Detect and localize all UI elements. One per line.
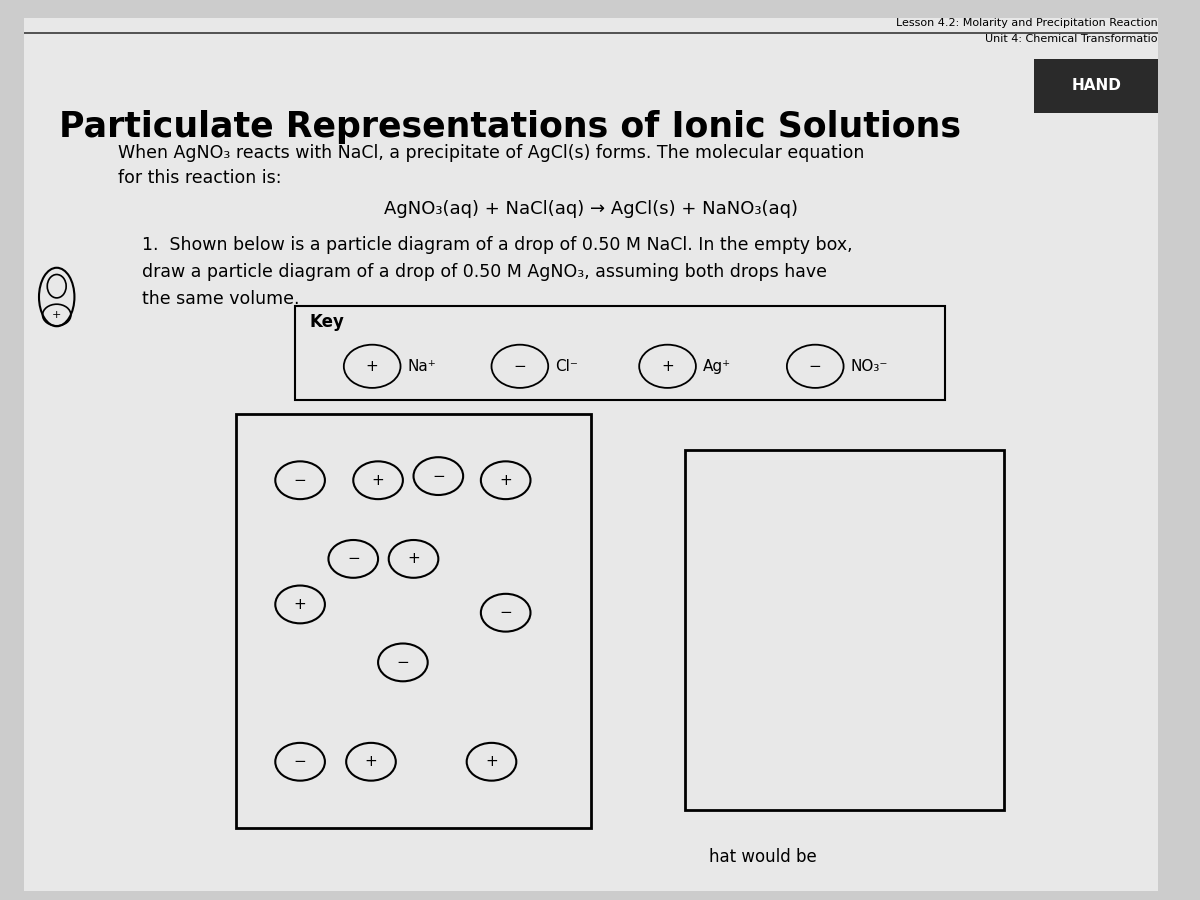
FancyBboxPatch shape [1034,58,1158,112]
Text: +: + [499,472,512,488]
Text: +: + [372,472,384,488]
Text: +: + [366,359,378,374]
Text: NO₃⁻: NO₃⁻ [851,359,888,374]
Text: Key: Key [310,313,344,331]
FancyBboxPatch shape [685,450,1004,810]
FancyBboxPatch shape [24,32,1158,34]
FancyBboxPatch shape [24,18,1158,891]
Text: When AgNO₃ reacts with NaCl, a precipitate of AgCl(s) forms. The molecular equat: When AgNO₃ reacts with NaCl, a precipita… [118,144,864,162]
Text: −: − [514,359,527,374]
Text: +: + [485,754,498,770]
Text: +: + [661,359,674,374]
Text: HAND: HAND [1072,78,1121,93]
Text: Cl⁻: Cl⁻ [556,359,578,374]
Text: −: − [294,472,306,488]
Text: +: + [52,310,61,320]
Text: hat would be: hat would be [709,848,817,866]
Text: 1.  Shown below is a particle diagram of a drop of 0.50 M NaCl. In the empty box: 1. Shown below is a particle diagram of … [142,236,852,254]
Text: Ag⁺: Ag⁺ [703,359,731,374]
Text: +: + [365,754,377,770]
Text: −: − [499,605,512,620]
Text: Na⁺: Na⁺ [408,359,437,374]
Text: Particulate Representations of Ionic Solutions: Particulate Representations of Ionic Sol… [59,110,961,144]
Text: −: − [396,655,409,670]
Text: Unit 4: Chemical Transformatio: Unit 4: Chemical Transformatio [985,34,1158,44]
Text: the same volume.: the same volume. [142,290,299,308]
Text: Lesson 4.2: Molarity and Precipitation Reaction: Lesson 4.2: Molarity and Precipitation R… [896,18,1158,28]
Text: AgNO₃(aq) + NaCl(aq) → AgCl(s) + NaNO₃(aq): AgNO₃(aq) + NaCl(aq) → AgCl(s) + NaNO₃(a… [384,200,798,218]
Text: +: + [407,552,420,566]
Text: draw a particle diagram of a drop of 0.50 M AgNO₃, assuming both drops have: draw a particle diagram of a drop of 0.5… [142,263,827,281]
FancyBboxPatch shape [295,306,946,400]
Text: +: + [294,597,306,612]
Text: −: − [347,552,360,566]
Text: −: − [432,469,445,483]
Text: −: − [809,359,822,374]
Ellipse shape [47,274,66,298]
Text: −: − [294,754,306,770]
Text: for this reaction is:: for this reaction is: [118,169,282,187]
FancyBboxPatch shape [236,414,590,828]
